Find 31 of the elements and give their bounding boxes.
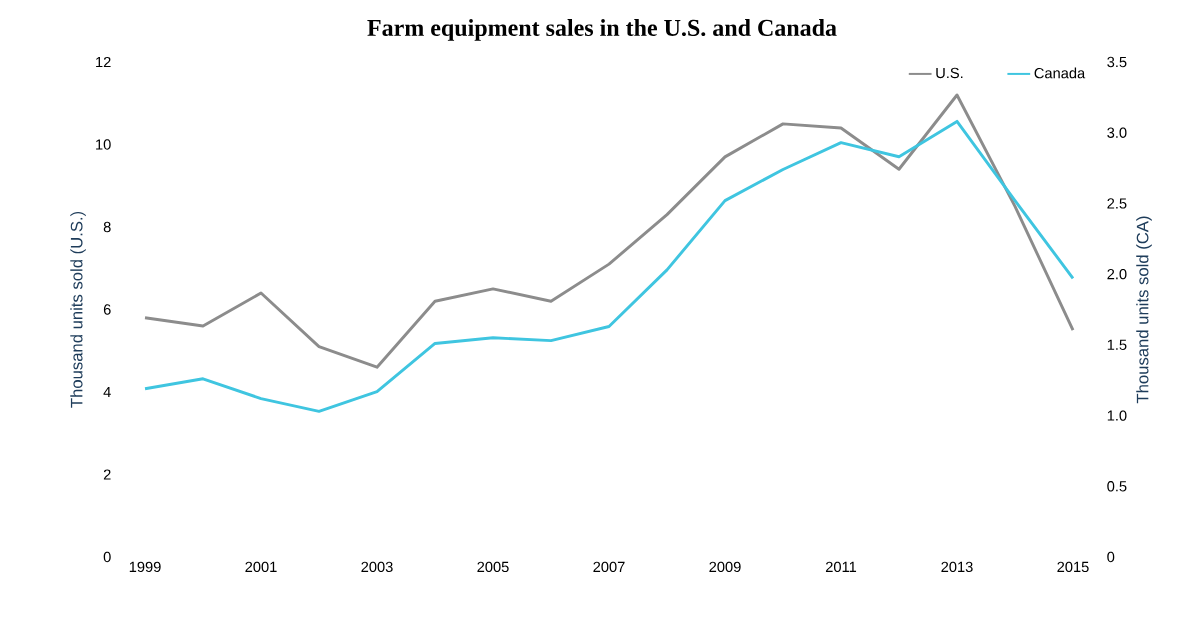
y2-tick-label: 0.5 [1107,481,1127,492]
x-tick-label: 2009 [709,561,741,573]
y2-tick-label: 3.0 [1107,127,1127,138]
y2-tick-label: 1.5 [1107,339,1127,350]
x-tick-label: 2015 [1057,561,1089,573]
x-tick-label: 2007 [593,561,625,573]
y-tick-label: 10 [96,139,111,150]
legend-label: U.S. [936,67,963,79]
line-series [143,119,1075,413]
y2-tick-label: 0 [1107,551,1115,563]
y-tick-label: 2 [103,469,111,480]
y2-tick-label: 1.0 [1107,410,1127,421]
y2-tick-label: 2.0 [1107,268,1127,280]
y-axis-title: Thousand units sold (U.S.) [70,211,86,408]
x-tick-label: 2011 [825,561,857,573]
y-tick-label: 6 [103,304,111,315]
chart-title: Farm equipment sales in the U.S. and Canada [367,19,837,41]
y-tick-label: 12 [96,56,111,68]
y2-tick-label: 2.5 [1107,198,1127,209]
y-tick-label: 8 [103,221,111,233]
x-tick-label: 2003 [361,561,393,573]
y2-axis-title: Thousand units sold (CA) [1136,216,1152,404]
x-tick-label: 2001 [245,561,277,573]
y2-tick-label: 3.5 [1107,56,1127,68]
y-tick-label: 0 [103,551,111,563]
line-series [143,93,1075,369]
legend-label: Canada [1034,67,1086,79]
x-tick-label: 1999 [129,561,161,573]
y-tick-label: 4 [103,386,111,398]
x-tick-label: 2005 [477,561,509,573]
x-tick-label: 2013 [941,561,973,573]
